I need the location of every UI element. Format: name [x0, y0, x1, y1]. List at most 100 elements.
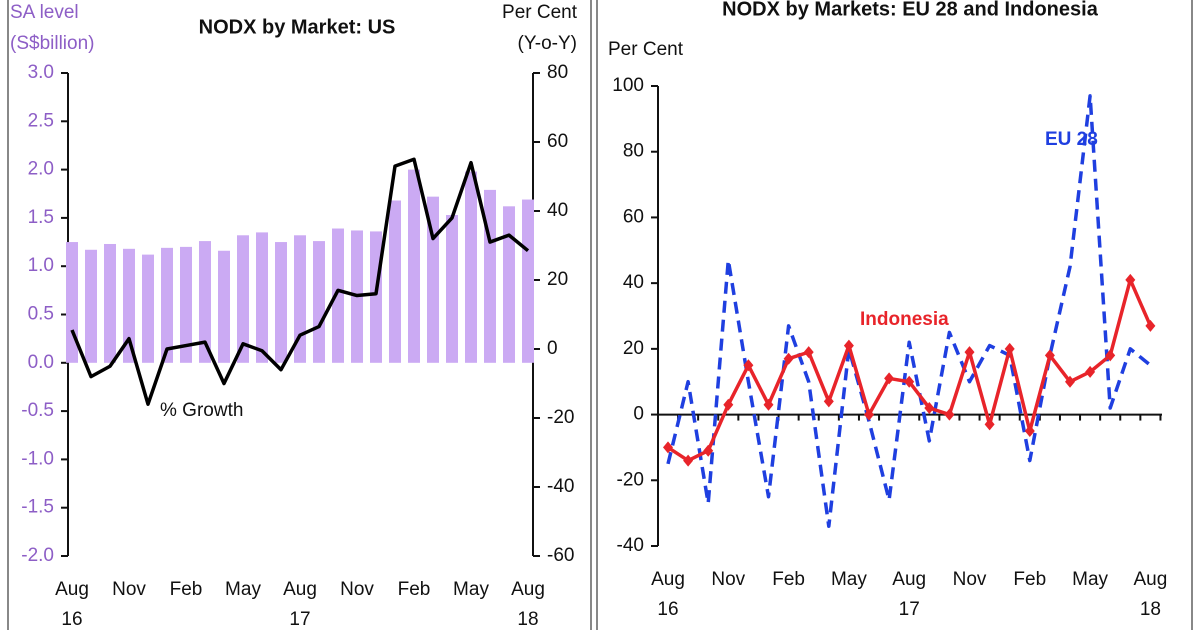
y-tick-label: 2.5 [28, 110, 54, 131]
marker [1085, 365, 1096, 378]
marker [1105, 349, 1116, 362]
marker [783, 352, 794, 365]
y-tick-label: -2.0 [21, 545, 54, 566]
line [666, 94, 1152, 529]
y-tick-label: 20 [623, 338, 644, 359]
y-tick-label: 2.0 [28, 159, 54, 180]
series-label: Indonesia [860, 309, 949, 330]
y-tick-label: 60 [547, 131, 568, 152]
x-tick-label: Aug 16 [55, 579, 89, 630]
marker [884, 372, 895, 385]
x-tick-label: Feb [398, 579, 431, 600]
bar [199, 241, 211, 363]
bar [522, 199, 534, 363]
series-label: EU 28 [1045, 129, 1098, 150]
y-tick-label: 0.0 [28, 352, 54, 373]
y-tick-label: 0 [633, 404, 644, 425]
marker [823, 395, 834, 408]
x-tick-label: May [1072, 569, 1108, 590]
marker [944, 408, 955, 421]
x-tick-label: Nov [953, 569, 987, 590]
x-tick-label: Aug 16 [651, 569, 685, 620]
y-tick-label: 0.5 [28, 304, 54, 325]
x-tick-label: May [831, 569, 867, 590]
x-tick-label: May [453, 579, 489, 600]
x-tick-label: Aug 18 [511, 579, 545, 630]
marker [803, 346, 814, 359]
y-axis-label: Per Cent [608, 39, 684, 60]
bar [370, 231, 382, 363]
bar [503, 206, 515, 363]
y-axis-label: SA level [10, 2, 79, 23]
x-tick-label: May [225, 579, 261, 600]
bar [104, 243, 116, 363]
marker [1004, 342, 1015, 355]
bar [142, 254, 154, 363]
y-tick-label: -20 [547, 407, 574, 428]
marker [683, 454, 694, 467]
y-tick-label: 100 [612, 75, 644, 96]
bar [256, 232, 268, 363]
y-tick-label: 40 [547, 200, 568, 221]
marker [1145, 319, 1156, 332]
bar [484, 189, 496, 363]
y-axis-label: (S$billion) [10, 33, 94, 54]
marker [723, 398, 734, 411]
chart-title: NODX by Markets: EU 28 and Indonesia [722, 0, 1099, 20]
marker [924, 402, 935, 414]
y-tick-label: 60 [623, 206, 644, 227]
bar [275, 242, 287, 363]
y-tick-label: 1.0 [28, 255, 54, 276]
marker [1024, 425, 1035, 437]
line [70, 157, 530, 406]
bar [427, 196, 439, 363]
marker [843, 339, 854, 352]
marker [703, 444, 714, 457]
series-label: % Growth [160, 400, 243, 421]
x-tick-label: Feb [170, 579, 203, 600]
y-tick-label: 20 [547, 269, 568, 290]
marker [1044, 349, 1055, 362]
y-tick-label: -60 [547, 545, 574, 566]
bar [408, 169, 420, 363]
marker [743, 359, 754, 372]
bar [313, 241, 325, 363]
y-tick-label: -1.5 [21, 497, 54, 518]
x-tick-label: Feb [772, 569, 805, 590]
x-tick-label: Nov [340, 579, 374, 600]
y-tick-label: 80 [623, 141, 644, 162]
chart-title: NODX by Market: US [199, 16, 396, 38]
bar [465, 171, 477, 363]
y-tick-label: 0 [547, 338, 558, 359]
bar [294, 235, 306, 363]
marker [1065, 375, 1075, 388]
bar [446, 215, 458, 363]
bar [332, 228, 344, 363]
y-tick-label: -20 [617, 469, 644, 490]
bar [237, 235, 249, 363]
bar [123, 248, 135, 363]
x-tick-label: Aug 18 [1133, 569, 1167, 620]
marker [663, 441, 673, 454]
bar [389, 200, 401, 363]
x-tick-label: Aug 17 [892, 569, 926, 620]
marker [964, 346, 975, 359]
y-tick-label: 3.0 [28, 62, 54, 83]
x-tick-label: Aug 17 [283, 579, 317, 630]
x-tick-label: Feb [1013, 569, 1046, 590]
y-tick-label: -40 [617, 535, 644, 556]
y-tick-label: -0.5 [21, 400, 54, 421]
bar [161, 247, 173, 363]
marker [904, 375, 915, 388]
x-tick-label: Nov [711, 569, 745, 590]
x-tick-label: Nov [112, 579, 146, 600]
marker [864, 408, 874, 421]
y-tick-label: 40 [623, 272, 644, 293]
y-tick-label: -1.0 [21, 448, 54, 469]
bar [85, 249, 97, 363]
y2-axis-label: Per Cent [502, 2, 578, 23]
marker [984, 418, 995, 431]
y-tick-label: -40 [547, 476, 574, 497]
